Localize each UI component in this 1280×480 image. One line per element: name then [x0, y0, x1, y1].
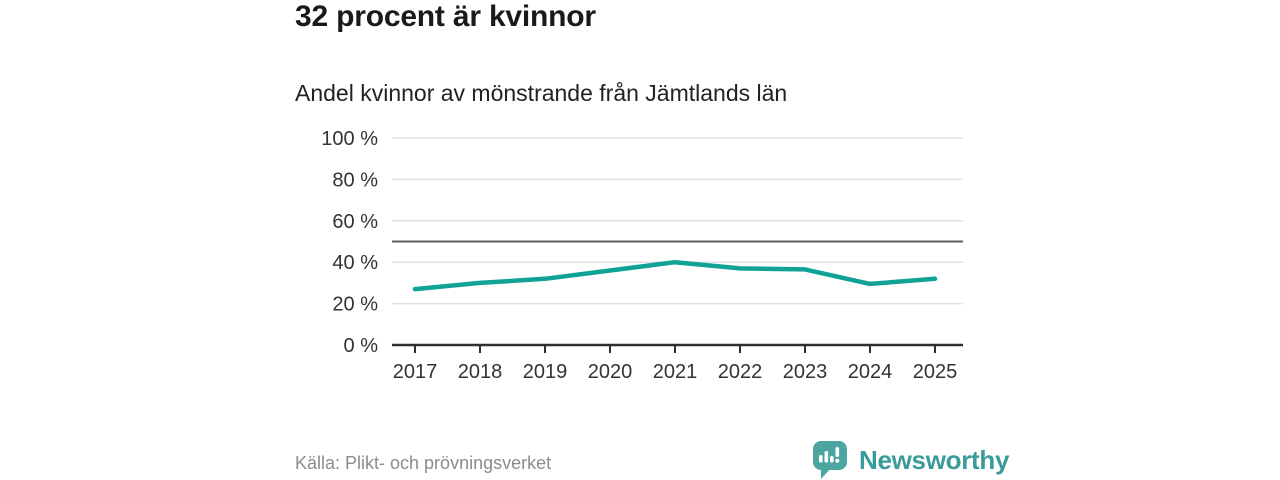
x-axis-label: 2019 — [523, 361, 568, 383]
y-axis-label: 80 % — [332, 169, 378, 191]
x-axis-label: 2017 — [393, 361, 438, 383]
newsworthy-wordmark: Newsworthy — [859, 444, 1010, 475]
y-axis-label: 100 % — [321, 128, 378, 150]
x-axis-label: 2021 — [653, 361, 698, 383]
page-title: 32 procent är kvinnor — [295, 0, 596, 33]
chart-subtitle: Andel kvinnor av mönstrande från Jämtlan… — [295, 80, 788, 106]
y-axis-label: 0 % — [344, 335, 379, 357]
y-axis-label: 20 % — [332, 294, 378, 316]
x-axis-label: 2020 — [588, 361, 633, 383]
x-axis-label: 2023 — [783, 361, 828, 383]
y-axis-label: 60 % — [332, 211, 378, 233]
source-credit: Källa: Plikt- och prövningsverket — [295, 453, 552, 473]
x-axis-label: 2025 — [913, 361, 958, 383]
x-axis-label: 2024 — [848, 361, 893, 383]
newsworthy-logo-icon — [813, 441, 847, 479]
y-axis-label: 40 % — [332, 252, 378, 274]
data-series-line — [412, 259, 938, 292]
newsworthy-logo: Newsworthy — [812, 441, 1009, 479]
x-axis-label: 2018 — [458, 361, 503, 383]
x-axis-label: 2022 — [718, 361, 763, 383]
